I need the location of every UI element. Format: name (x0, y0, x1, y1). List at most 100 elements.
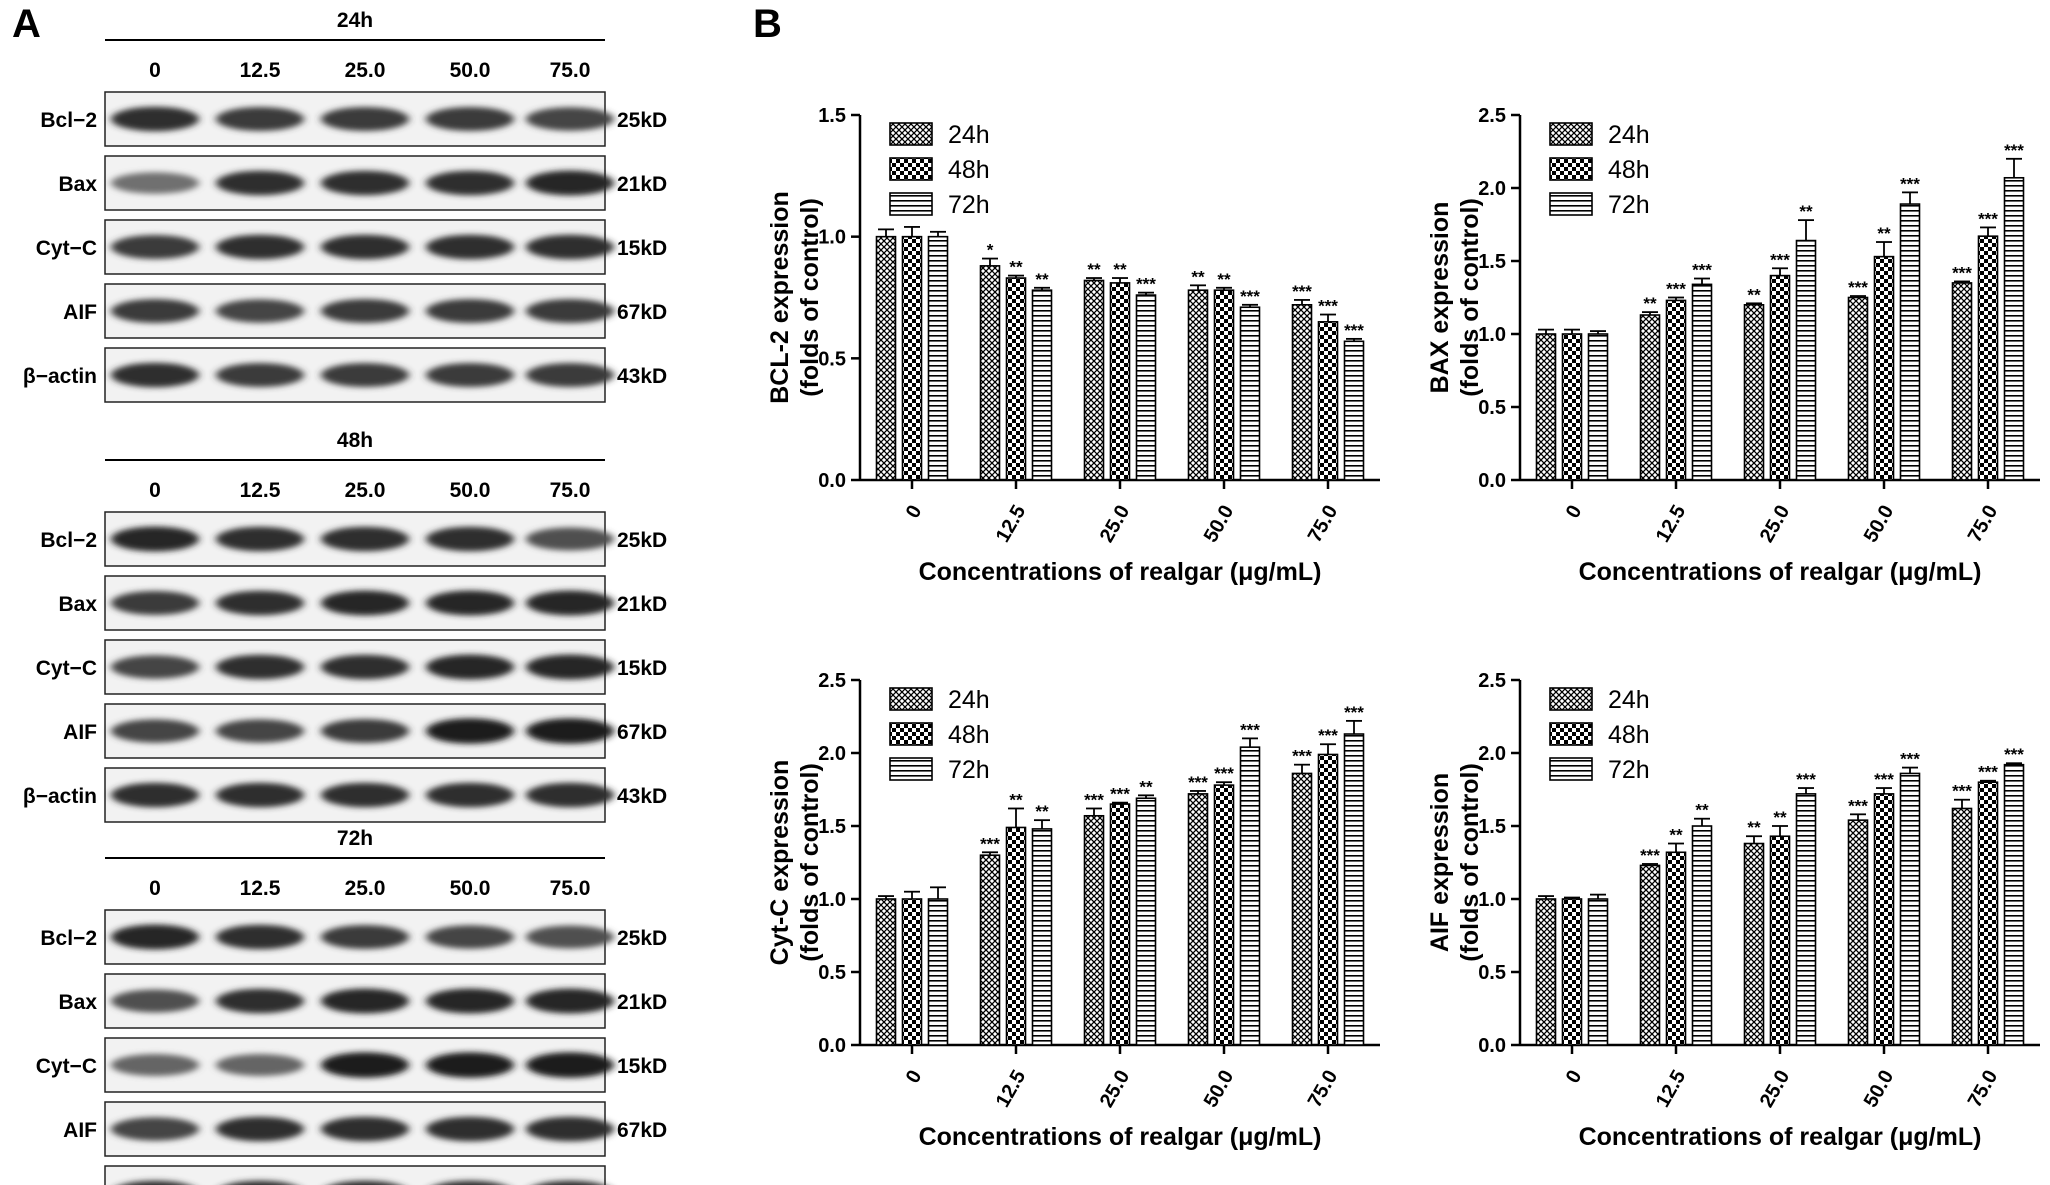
y-tick-label: 1.5 (818, 816, 846, 838)
legend-label: 24h (1608, 121, 1650, 149)
significance-label: ** (1035, 270, 1049, 289)
blot-kd-label: 15kD (617, 657, 667, 680)
y-tick-label: 1.5 (1478, 816, 1506, 838)
x-tick-label: 12.5 (1652, 502, 1691, 547)
x-tick-label: 0 (1562, 1067, 1587, 1088)
bar (1317, 753, 1339, 1046)
blot-band (216, 363, 304, 387)
blot-block-72h: 72h 0 12.5 25.0 50.0 75.0 Bcl−2 25kD Bax 21kD Cyt−… (23, 827, 667, 1185)
blot-protein-label: Bax (58, 173, 97, 196)
y-axis-label: BCL-2 expression(folds of control) (766, 191, 824, 404)
significance-label: ** (1669, 826, 1683, 845)
blot-band (426, 1052, 514, 1078)
bar (1639, 864, 1661, 1046)
x-tick-label: 25.0 (1756, 502, 1795, 547)
blot-band (216, 170, 304, 196)
significance-label: *** (1292, 282, 1312, 301)
blot-band (321, 299, 409, 323)
x-tick-label: 25.0 (1096, 1067, 1135, 1112)
bar (1977, 235, 1999, 481)
legend-swatch (1549, 157, 1593, 181)
blot-kd-label: 25kD (617, 109, 667, 132)
legend-label: 72h (1608, 191, 1650, 219)
y-axis-label-line1: Cyt-C expression (766, 760, 794, 966)
blot-band (216, 924, 304, 950)
blot-kd-label: 21kD (617, 593, 667, 616)
blot-kd-label: 67kD (617, 1119, 667, 1142)
bar (1977, 781, 1999, 1046)
significance-label: ** (1747, 285, 1761, 304)
bar (1031, 289, 1053, 481)
bar (927, 235, 949, 481)
blot-band (526, 718, 614, 744)
y-tick-label: 1.5 (818, 105, 846, 127)
bar (1665, 299, 1687, 481)
bar (1665, 851, 1687, 1046)
x-tick-label: 75.0 (1304, 1067, 1343, 1112)
bar (927, 898, 949, 1046)
significance-label: *** (1240, 287, 1260, 306)
blot-band (321, 590, 409, 616)
blot-block-48h: 48h 0 12.5 25.0 50.0 75.0 Bcl−2 25kD Bax 21kD Cyt−… (23, 429, 667, 823)
blot-protein-label: AIF (63, 1119, 97, 1142)
significance-label: *** (1292, 747, 1312, 766)
blot-band (426, 590, 514, 616)
blot-band (321, 526, 409, 552)
blot-band (426, 718, 514, 744)
significance-label: *** (1900, 750, 1920, 769)
y-tick-label: 0.5 (1478, 962, 1506, 984)
bar (1899, 772, 1921, 1046)
blot-band (216, 782, 304, 808)
y-tick-label: 2.0 (1478, 743, 1506, 765)
bar (1109, 803, 1131, 1046)
y-tick-label: 2.5 (818, 670, 846, 692)
x-tick-label: 25.0 (1756, 1067, 1795, 1112)
bar (1587, 333, 1609, 481)
blot-kd-label: 43kD (617, 785, 667, 808)
significance-label: *** (1874, 770, 1894, 789)
bar (1535, 333, 1557, 481)
bar (1083, 814, 1105, 1046)
bar (1951, 807, 1973, 1046)
significance-label: ** (1773, 808, 1787, 827)
legend-label: 48h (1608, 156, 1650, 184)
blot-protein-label: Cyt−C (36, 1055, 97, 1078)
blot-lane-label: 50.0 (450, 59, 491, 82)
blot-band (321, 170, 409, 196)
x-tick-label: 12.5 (992, 502, 1031, 547)
blot-lane-label: 50.0 (450, 877, 491, 900)
y-axis-label-line2: (folds of control) (1456, 763, 1484, 962)
significance-label: ** (1139, 777, 1153, 796)
blot-kd-label: 15kD (617, 1055, 667, 1078)
blot-lane-label: 25.0 (345, 59, 386, 82)
bar (1187, 289, 1209, 481)
x-axis-label: Concentrations of realgar (μg/mL) (1579, 558, 1982, 586)
legend-label: 72h (1608, 756, 1650, 784)
bar (1135, 797, 1157, 1046)
bar (1769, 274, 1791, 481)
significance-label: ** (1009, 790, 1023, 809)
bar (1005, 277, 1027, 481)
bar (1005, 826, 1027, 1046)
blot-lane-label: 0 (149, 59, 161, 82)
bar (1795, 793, 1817, 1046)
blot-band (111, 719, 199, 743)
bar (1187, 793, 1209, 1046)
y-axis-label-line1: BAX expression (1426, 202, 1454, 394)
significance-label: *** (2004, 745, 2024, 764)
y-tick-label: 2.0 (818, 743, 846, 765)
blot-kd-label: 21kD (617, 173, 667, 196)
blot-lane-label: 12.5 (240, 59, 281, 82)
blot-band (526, 1052, 614, 1078)
x-axis-label: Concentrations of realgar (μg/mL) (919, 558, 1322, 586)
legend-label: 72h (948, 756, 990, 784)
blot-band (216, 526, 304, 552)
significance-label: ** (1087, 260, 1101, 279)
significance-label: ** (1035, 802, 1049, 821)
blot-kd-label: 21kD (617, 991, 667, 1014)
blot-band (321, 1052, 409, 1078)
legend-swatch (889, 687, 933, 711)
blot-band (426, 925, 514, 949)
y-axis-label-line2: (folds of control) (796, 198, 824, 397)
bar (1109, 282, 1131, 481)
